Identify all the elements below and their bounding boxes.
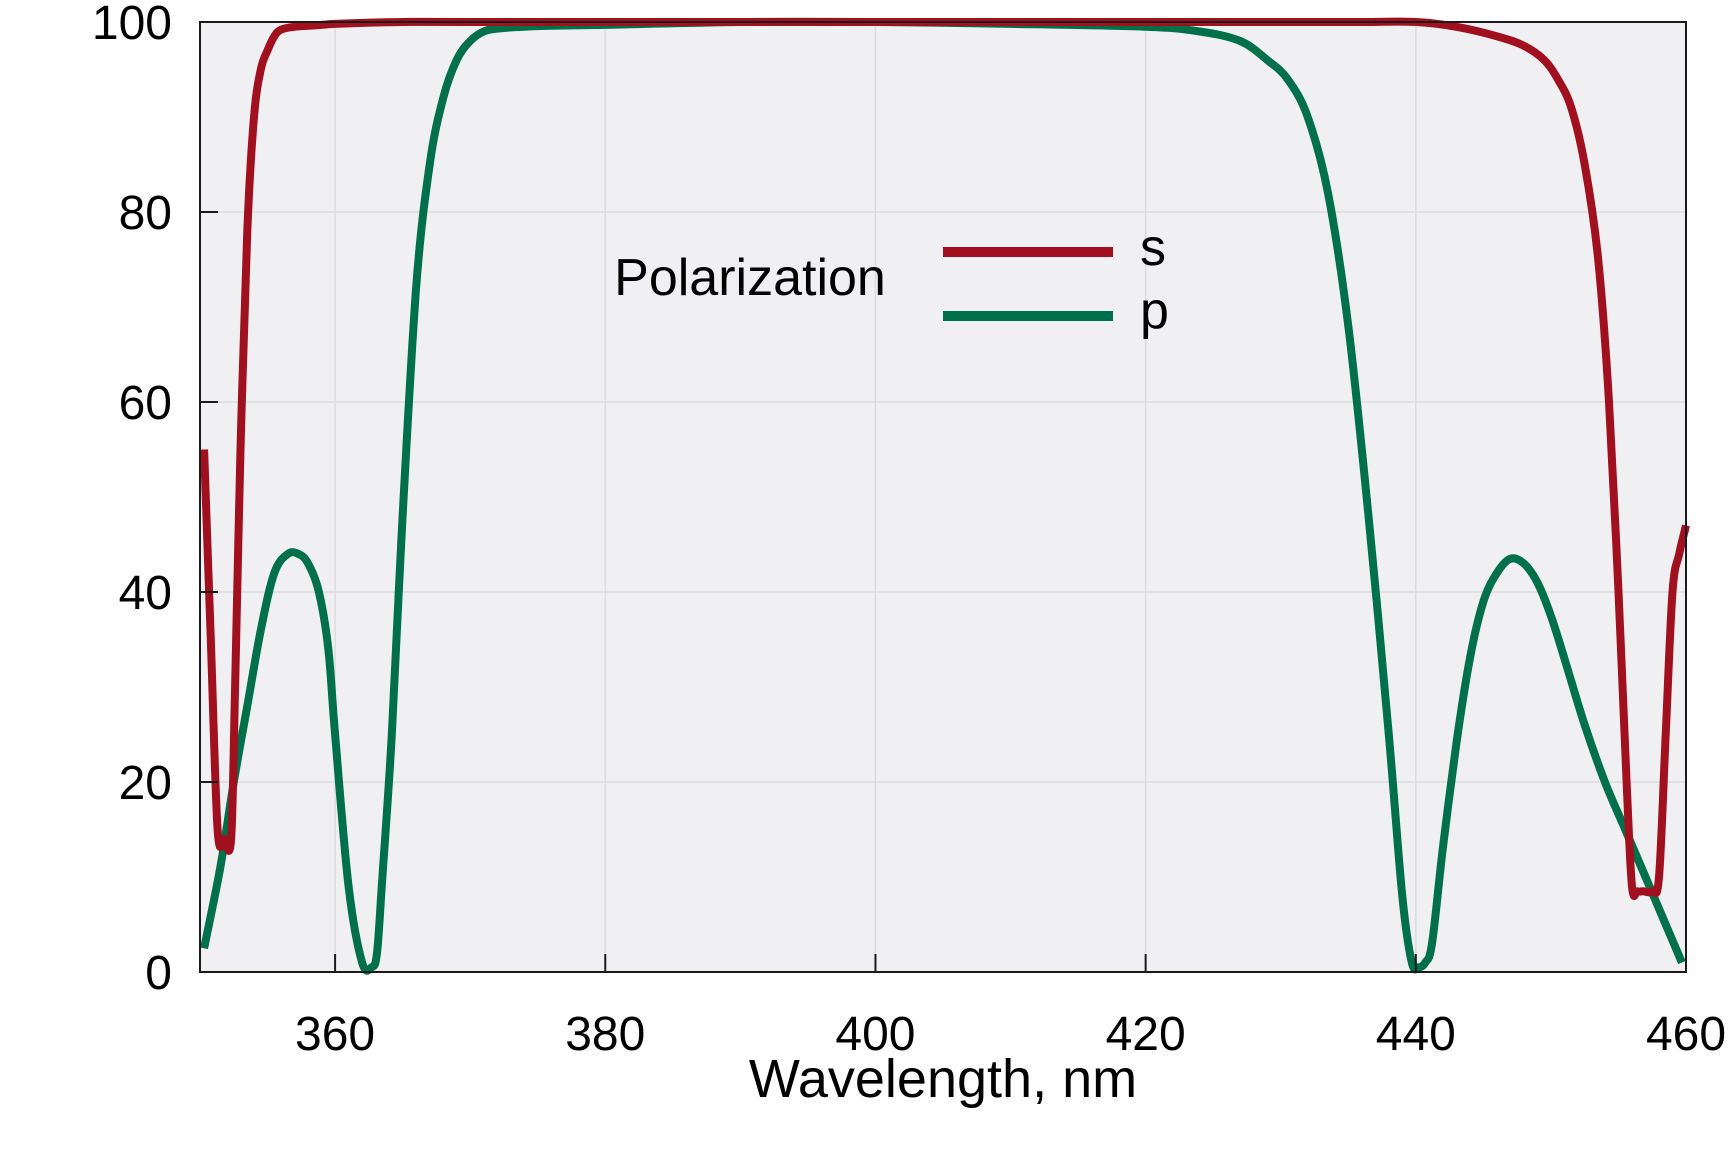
y-tick-labels: 0 20 40 60 80 100 (92, 0, 172, 1000)
plot-area (200, 22, 1686, 972)
plot-frame (199, 21, 1687, 973)
y-tick-label: 0 (145, 947, 172, 1000)
x-tick-label: 400 (835, 1008, 915, 1061)
x-tick-label: 380 (565, 1008, 645, 1061)
x-tick-label: 360 (295, 1008, 375, 1061)
y-tick-label: 40 (119, 567, 172, 620)
legend-label-p: p (1140, 282, 1169, 340)
x-tick-label: 460 (1646, 1008, 1726, 1061)
x-tick-label: 420 (1106, 1008, 1186, 1061)
x-tick-labels: 360 380 400 420 440 460 (295, 1008, 1726, 1061)
y-tick-label: 100 (92, 0, 172, 50)
legend: Polarization s p (614, 219, 1169, 340)
legend-label-s: s (1140, 219, 1166, 277)
y-tick-label: 80 (119, 187, 172, 240)
y-tick-label: 20 (119, 757, 172, 810)
tick-marks (200, 21, 1687, 973)
y-tick-label: 60 (119, 377, 172, 430)
legend-title: Polarization (614, 249, 886, 307)
x-axis-title: Wavelength, nm (749, 1049, 1137, 1109)
x-tick-label: 440 (1376, 1008, 1456, 1061)
